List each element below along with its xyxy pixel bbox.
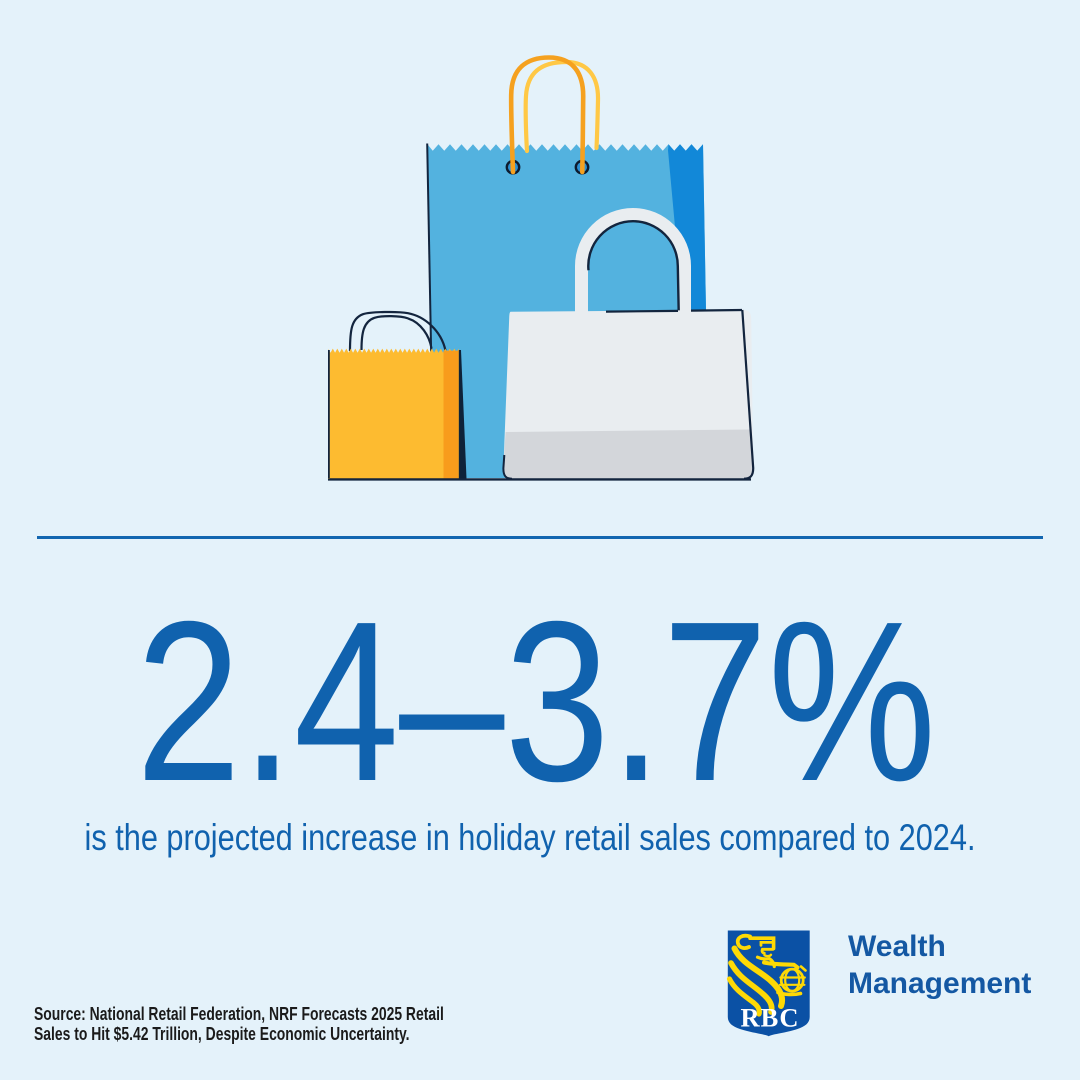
svg-text:RBC: RBC xyxy=(741,1003,800,1033)
